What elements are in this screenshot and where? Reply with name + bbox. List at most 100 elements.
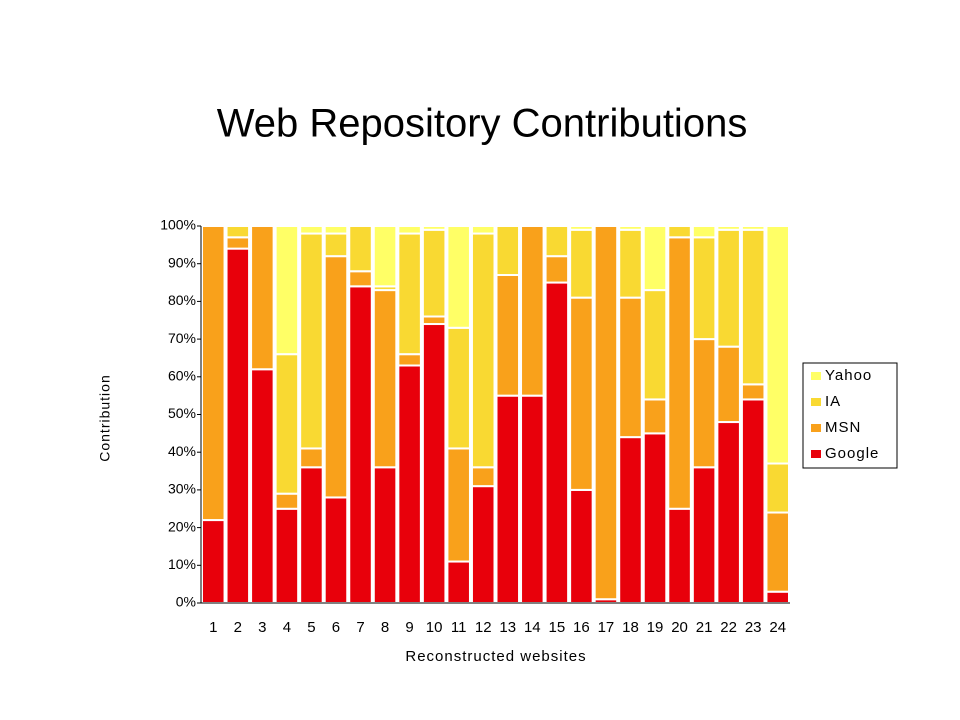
- x-tick-label: 18: [622, 619, 639, 636]
- bar-segment: [446, 326, 471, 450]
- bar-segment: [716, 228, 741, 348]
- legend-swatch: [811, 450, 821, 458]
- x-tick-label: 13: [499, 619, 516, 636]
- bar-segment: [299, 447, 324, 469]
- x-tick-label: 10: [426, 619, 443, 636]
- bar-segment: [274, 492, 300, 510]
- bar-segment: [274, 353, 300, 495]
- y-tick-label: 70%: [168, 330, 196, 346]
- bar-segment: [299, 232, 324, 450]
- bar-segment: [397, 232, 422, 356]
- bar-segment: [446, 225, 471, 329]
- bar-segment: [201, 519, 226, 604]
- bar-segment: [740, 225, 766, 231]
- y-tick-label: 20%: [168, 518, 196, 534]
- bar-segment: [569, 225, 594, 231]
- y-tick-label: 60%: [168, 368, 196, 384]
- bar-segment: [421, 225, 447, 231]
- bar-segment: [618, 228, 643, 299]
- bar-segment: [250, 368, 275, 605]
- x-tick-label: 17: [598, 619, 615, 636]
- x-tick-label: 21: [696, 619, 713, 636]
- bar-segment: [544, 255, 570, 284]
- bar-segment: [765, 225, 790, 465]
- bar-segment: [642, 225, 668, 292]
- legend-label: MSN: [825, 419, 861, 436]
- bar-segment: [372, 466, 398, 604]
- bar-segment: [716, 421, 741, 605]
- bar-segment: [667, 507, 692, 604]
- y-tick-label: 100%: [160, 217, 196, 233]
- bar-segment: [470, 466, 496, 488]
- bar-segment: [642, 398, 668, 435]
- bar-segment: [421, 228, 447, 318]
- x-tick-label: 6: [332, 619, 340, 636]
- bar-segment: [740, 228, 766, 386]
- bar-segment: [323, 496, 349, 604]
- bar-segment: [544, 281, 570, 604]
- x-tick-label: 12: [475, 619, 492, 636]
- bar-segment: [421, 323, 447, 604]
- x-tick-label: 20: [671, 619, 688, 636]
- bar-segment: [618, 436, 643, 604]
- x-tick-label: 7: [356, 619, 364, 636]
- x-tick-label: 23: [745, 619, 762, 636]
- bar-segment: [225, 225, 251, 239]
- bar-segment: [691, 338, 717, 469]
- bar-segment: [323, 225, 349, 235]
- bar-segment: [421, 315, 447, 326]
- bar-segment: [691, 466, 717, 604]
- y-tick-label: 40%: [168, 443, 196, 459]
- legend-label: Google: [825, 445, 879, 462]
- x-tick-label: 2: [234, 619, 242, 636]
- bar-segment: [716, 225, 741, 231]
- bar-segment: [397, 364, 422, 604]
- bar-segment: [667, 236, 692, 510]
- x-tick-label: 4: [283, 619, 291, 636]
- y-tick-label: 50%: [168, 405, 196, 421]
- bar-segment: [716, 345, 741, 424]
- x-tick-label: 5: [307, 619, 315, 636]
- y-tick-label: 30%: [168, 481, 196, 497]
- bar-segment: [495, 225, 521, 277]
- x-axis-label: Reconstructed websites: [405, 648, 586, 665]
- x-tick-label: 22: [720, 619, 737, 636]
- bar-segment: [348, 225, 373, 273]
- bar-segment: [397, 225, 422, 235]
- bar-segment: [642, 432, 668, 604]
- y-tick-label: 0%: [176, 594, 196, 610]
- bar-segment: [544, 225, 570, 258]
- bar-segment: [470, 232, 496, 469]
- bar-segment: [225, 236, 251, 250]
- legend-label: Yahoo: [825, 367, 872, 384]
- bar-segment: [397, 353, 422, 367]
- legend-swatch: [811, 372, 821, 380]
- bar-segment: [520, 225, 545, 397]
- bar-segment: [348, 285, 373, 604]
- bar-segment: [569, 228, 594, 299]
- bar-segment: [225, 247, 251, 604]
- y-tick-label: 80%: [168, 292, 196, 308]
- bar-segment: [618, 225, 643, 231]
- bar-segment: [274, 225, 300, 356]
- bar-segment: [470, 225, 496, 235]
- x-tick-label: 15: [549, 619, 566, 636]
- bar-segment: [299, 225, 324, 235]
- x-tick-label: 16: [573, 619, 590, 636]
- x-tick-label: 3: [258, 619, 266, 636]
- bar-segment: [495, 274, 521, 397]
- bar-segment: [765, 511, 790, 593]
- x-tick-label: 1: [209, 619, 217, 636]
- bar-segment: [691, 236, 717, 341]
- bar-segment: [765, 462, 790, 514]
- bar-segment: [642, 289, 668, 401]
- x-tick-label: 11: [451, 619, 467, 636]
- y-axis-label: Contribution: [97, 374, 113, 462]
- x-tick-label: 19: [647, 619, 664, 636]
- bar-segment: [323, 255, 349, 499]
- bar-segment: [740, 383, 766, 401]
- bar-segment: [667, 225, 692, 239]
- bar-segment: [740, 398, 766, 605]
- bar-segment: [446, 560, 471, 605]
